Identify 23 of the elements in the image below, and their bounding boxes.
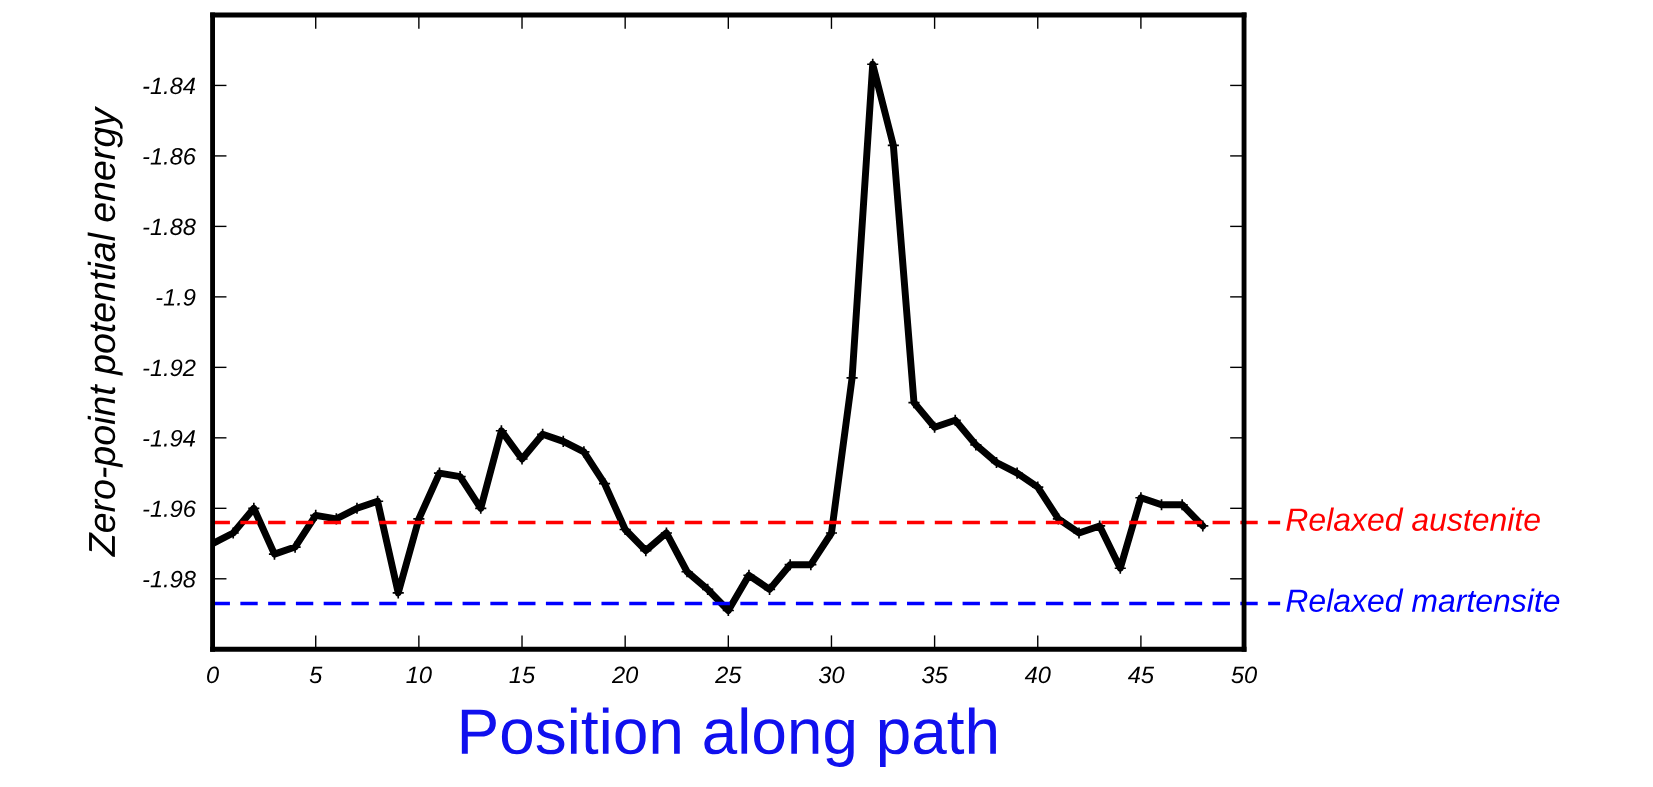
- y-tick-label: -1.94: [143, 429, 196, 447]
- x-tick-label: 5: [309, 666, 323, 684]
- y-tick-label: -1.88: [143, 218, 196, 236]
- y-tick-label: -1.84: [143, 77, 196, 95]
- x-tick-label: 10: [406, 666, 432, 684]
- y-axis-title: Zero-point potential energy: [87, 106, 123, 557]
- x-tick-label: 35: [922, 666, 948, 684]
- x-tick-label: 45: [1127, 666, 1155, 684]
- ref-line-label: Relaxed austenite: [1286, 507, 1540, 531]
- y-tick-label: -1.86: [143, 147, 196, 165]
- x-tick-label: 25: [715, 666, 742, 684]
- y-tick-label: -1.98: [143, 570, 196, 588]
- y-tick-label: -1.9: [156, 288, 196, 306]
- x-tick-label: 50: [1231, 666, 1257, 684]
- x-axis-title: Position along path: [461, 707, 996, 767]
- ref-line-label: Relaxed martensite: [1286, 588, 1560, 613]
- y-tick-label: -1.92: [143, 359, 196, 377]
- y-tick-label: -1.96: [143, 500, 196, 518]
- x-tick-label: 30: [818, 666, 845, 684]
- x-tick-label: 20: [611, 666, 639, 684]
- x-tick-label: 0: [207, 666, 219, 684]
- x-tick-label: 15: [509, 666, 536, 684]
- x-tick-label: 40: [1024, 666, 1051, 684]
